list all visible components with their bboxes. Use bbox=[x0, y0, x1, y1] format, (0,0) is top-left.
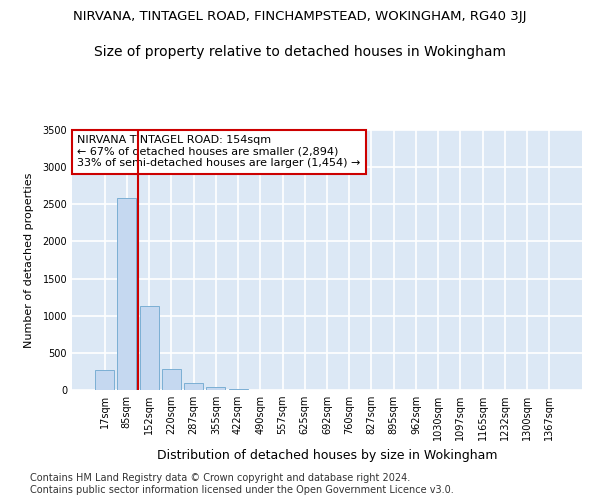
Bar bbox=[95, 370, 114, 390]
Bar bbox=[184, 384, 203, 390]
Text: Contains HM Land Registry data © Crown copyright and database right 2024.
Contai: Contains HM Land Registry data © Crown c… bbox=[30, 474, 454, 495]
Text: Size of property relative to detached houses in Wokingham: Size of property relative to detached ho… bbox=[94, 45, 506, 59]
Bar bbox=[206, 386, 225, 390]
Bar bbox=[118, 198, 136, 390]
X-axis label: Distribution of detached houses by size in Wokingham: Distribution of detached houses by size … bbox=[157, 448, 497, 462]
Bar bbox=[140, 306, 158, 390]
Text: NIRVANA, TINTAGEL ROAD, FINCHAMPSTEAD, WOKINGHAM, RG40 3JJ: NIRVANA, TINTAGEL ROAD, FINCHAMPSTEAD, W… bbox=[73, 10, 527, 23]
Text: NIRVANA TINTAGEL ROAD: 154sqm
← 67% of detached houses are smaller (2,894)
33% o: NIRVANA TINTAGEL ROAD: 154sqm ← 67% of d… bbox=[77, 135, 361, 168]
Bar bbox=[162, 369, 181, 390]
Y-axis label: Number of detached properties: Number of detached properties bbox=[24, 172, 34, 348]
